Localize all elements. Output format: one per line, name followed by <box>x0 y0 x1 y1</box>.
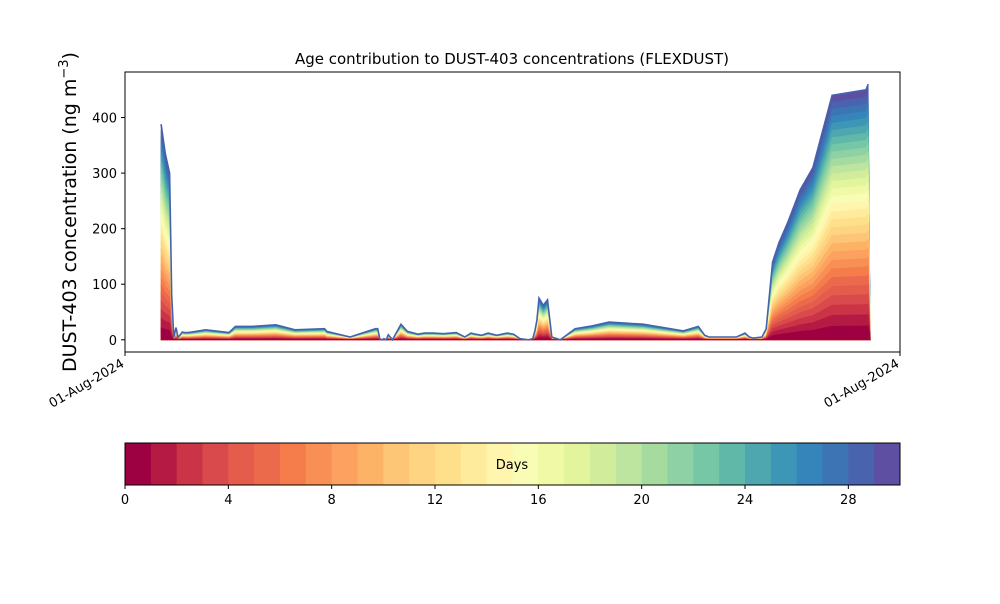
colorbar-segment <box>280 443 307 485</box>
y-axis-label: DUST-403 concentration (ng m−3) <box>57 52 81 372</box>
colorbar-segment <box>228 443 255 485</box>
x-axis: 01-Aug-2024 01-Aug-2024 <box>47 352 902 412</box>
colorbar-segment <box>770 443 798 485</box>
colorbar-tick-label: 8 <box>328 493 336 508</box>
colorbar-label: Days <box>496 458 529 473</box>
colorbar-segment <box>435 443 462 485</box>
colorbar-segment <box>641 443 668 485</box>
colorbar-tick-label: 0 <box>121 493 129 508</box>
colorbar-segment <box>305 443 333 485</box>
colorbar-frame <box>124 442 901 486</box>
chart-title: Age contribution to DUST-403 concentrati… <box>295 50 729 68</box>
colorbar-segment <box>254 443 281 485</box>
colorbar-tick-label: 24 <box>737 493 754 508</box>
age-band-area-0 <box>160 325 871 341</box>
plot-area <box>124 71 901 353</box>
colorbar-tick-label: 20 <box>633 493 650 508</box>
y-axis: 0 100 200 300 400 <box>92 112 125 349</box>
colorbar-segment <box>512 443 539 485</box>
colorbar-segment <box>176 443 203 485</box>
colorbar-segment <box>615 443 643 485</box>
colorbar-segment <box>409 443 436 485</box>
colorbar-segment <box>486 443 513 485</box>
colorbar-segment <box>460 443 488 485</box>
colorbar-segment <box>331 443 358 485</box>
y-axis-label-sup: −3 <box>57 59 72 78</box>
x-tick-label: 01-Aug-2024 <box>822 356 902 411</box>
y-axis-label-close: ) <box>59 52 81 59</box>
colorbar-tick-label: 16 <box>530 493 547 508</box>
colorbar-segment <box>693 443 720 485</box>
colorbar-segment <box>125 443 152 485</box>
colorbar-segment <box>667 443 694 485</box>
y-tick-label: 400 <box>92 112 117 127</box>
colorbar-segment <box>538 443 565 485</box>
total-concentration-line <box>160 83 869 342</box>
colorbar-segment <box>150 443 178 485</box>
colorbar-segment <box>383 443 410 485</box>
plot-frame <box>124 71 901 353</box>
y-tick-label: 300 <box>92 167 117 182</box>
y-axis-label-main: DUST-403 concentration (ng m <box>59 79 81 372</box>
y-tick-label: 0 <box>109 334 117 349</box>
colorbar-segment <box>796 443 823 485</box>
colorbar-tick-label: 12 <box>427 493 444 508</box>
colorbar-tick-label: 4 <box>224 493 232 508</box>
colorbar-segment <box>874 443 901 485</box>
y-tick-label: 200 <box>92 223 117 238</box>
colorbar-segment <box>564 443 591 485</box>
colorbar: 0 4 8 12 16 20 24 28 <box>121 442 901 508</box>
colorbar-segment <box>357 443 384 485</box>
y-tick-label: 100 <box>92 278 117 293</box>
colorbar-segment <box>848 443 875 485</box>
colorbar-segment <box>745 443 772 485</box>
colorbar-tick-label: 28 <box>840 493 857 508</box>
colorbar-segment <box>202 443 229 485</box>
colorbar-segment <box>822 443 849 485</box>
colorbar-segment <box>590 443 617 485</box>
colorbar-segment <box>719 443 746 485</box>
